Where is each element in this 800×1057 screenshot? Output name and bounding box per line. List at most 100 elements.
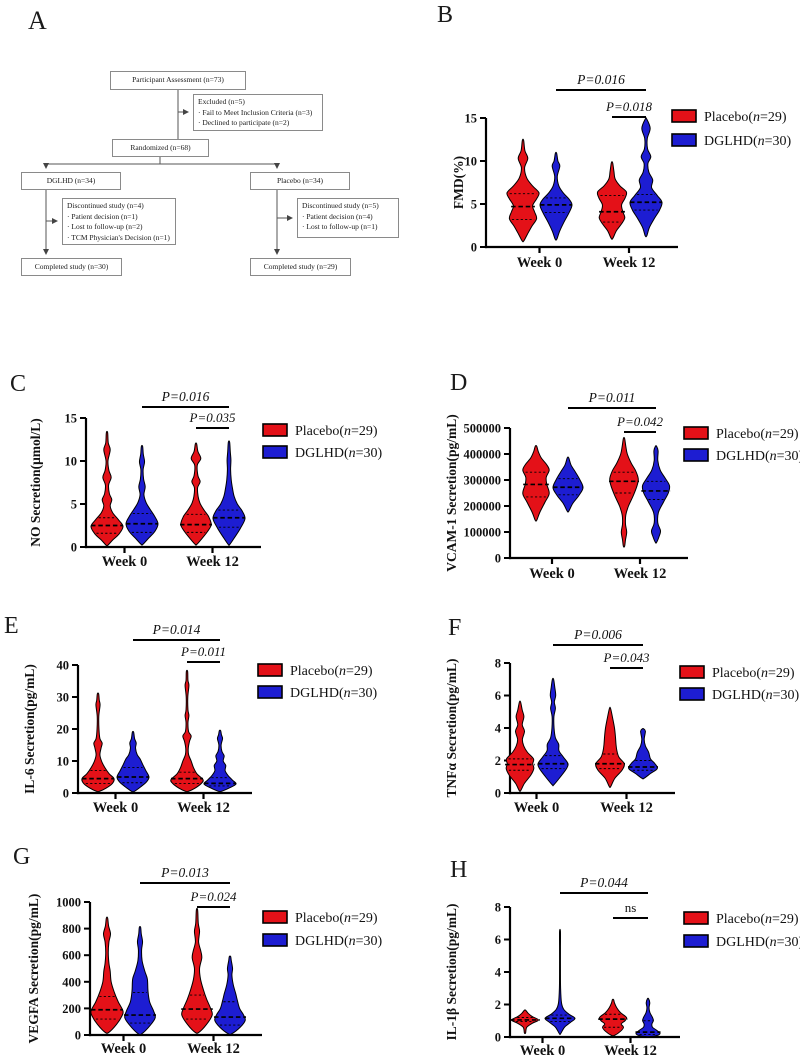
p-value-short: P=0.042	[616, 414, 663, 429]
p-value-short: P=0.043	[603, 650, 650, 665]
violin-placebo-week0	[90, 916, 124, 1034]
y-tick-label: 1000	[56, 896, 81, 910]
p-value-long: P=0.016	[576, 72, 625, 87]
flowchart-text-assessment: Participant Assessment (n=73)	[132, 75, 224, 85]
legend-label: Placebo(n=29)	[290, 664, 373, 679]
violin-plot-svg-G: P=0.013 P=0.024 0 200 400 600 800 1000 Week 0 Wee…	[26, 865, 383, 1057]
panel-letter-e: E	[4, 613, 19, 639]
placebo-legend-swatch	[679, 665, 705, 679]
y-axis-title: VEGFA Secretion(pg/mL)	[26, 894, 41, 1044]
violin-plot-svg-E: P=0.014 P=0.011 0 10 20 30 40 Week 0 Week 12 IL-6…	[22, 622, 378, 816]
y-tick-label: 20	[57, 723, 70, 737]
flowchart-text-dglhd-disc-3: · Lost to follow-up (n=2)	[67, 222, 143, 231]
significance-annotations: P=0.014 P=0.011	[133, 622, 226, 663]
flowchart-box-excluded: Excluded (n=5) · Fail to Meet Inclusion …	[193, 94, 323, 131]
violin-dglhd-week12	[635, 997, 661, 1037]
y-tick-label: 0	[495, 787, 501, 801]
y-axis-title: TNFα Secretion(pg/mL)	[444, 659, 459, 798]
panel-letter-a: A	[28, 6, 47, 35]
y-tick-label: 0	[495, 1031, 501, 1045]
flowchart-box-dglhd: DGLHD (n=34)	[21, 172, 121, 190]
violins	[510, 928, 661, 1037]
violin-dglhd-week12	[629, 117, 663, 238]
consort-flowchart: Participant Assessment (n=73) Excluded (…	[0, 0, 450, 330]
y-tick-label: 4	[495, 722, 502, 736]
legend-label: DGLHD(n=30)	[295, 934, 383, 949]
flowchart-text-placebo-disc-3: · Lost to follow-up (n=1)	[302, 222, 378, 231]
x-category-label: Week 0	[520, 1043, 566, 1057]
dglhd-legend-swatch	[683, 934, 709, 948]
legend: Placebo(n=29) DGLHD(n=30)	[683, 911, 800, 950]
legend-label: DGLHD(n=30)	[290, 686, 378, 701]
significance-annotations: P=0.016 P=0.018	[556, 72, 652, 118]
legend: Placebo(n=29) DGLHD(n=30)	[679, 665, 800, 703]
panel-e-violin-chart: P=0.014 P=0.011 0 10 20 30 40 Week 0 Week 12 IL-6…	[0, 610, 400, 840]
legend-label: Placebo(n=29)	[716, 427, 799, 442]
y-axis-title: NO Secretion(μmol/L)	[28, 418, 43, 547]
p-value-short: ns	[625, 900, 637, 915]
flowchart-box-randomized: Randomized (n=68)	[112, 139, 209, 157]
x-category-label: Week 12	[600, 800, 653, 816]
flowchart-text-excluded-1: Excluded (n=5)	[198, 97, 245, 106]
y-tick-label: 8	[495, 901, 501, 915]
violin-dglhd-week12	[628, 728, 658, 780]
flowchart-text-excluded-3: · Declined to participate (n=2)	[198, 118, 290, 127]
violin-placebo-week0	[81, 692, 115, 793]
flowchart-text-dglhd-disc-4: · TCM Physician's Decision (n=1)	[67, 232, 170, 242]
panel-h-violin-chart: P=0.044 ns 0 2 4 6 8 Week 0 Week 12 IL-1β Secreti…	[400, 845, 800, 1057]
placebo-legend-swatch	[257, 663, 283, 677]
axes: 0 10 20 30 40 Week 0 Week 12 IL-6 Secretion(pg/…	[22, 659, 252, 816]
flowchart-text-dglhd-disc-1: Discontinued study (n=4)	[67, 201, 144, 210]
y-tick-label: 200000	[464, 500, 502, 514]
y-tick-label: 0	[71, 541, 77, 555]
y-tick-label: 6	[495, 933, 501, 947]
legend: Placebo(n=29) DGLHD(n=30)	[262, 423, 383, 461]
flowchart-box-completed-dglhd: Completed study (n=30)	[21, 258, 122, 276]
violin-plot-svg-D: P=0.011 P=0.042 0 100000 200000 300000 400000 5…	[444, 390, 800, 582]
p-value-short: P=0.035	[189, 410, 236, 425]
flowchart-box-placebo-discontinued: Discontinued study (n=5) · Patient decis…	[297, 198, 399, 238]
legend-label: DGLHD(n=30)	[716, 449, 800, 464]
p-value-long: P=0.011	[588, 390, 636, 405]
legend: Placebo(n=29) DGLHD(n=30)	[671, 109, 792, 149]
dglhd-legend-swatch	[679, 687, 705, 701]
significance-annotations: P=0.013 P=0.024	[140, 865, 237, 908]
flowchart-text-dglhd: DGLHD (n=34)	[46, 175, 96, 185]
violin-dglhd-week0	[544, 928, 576, 1036]
y-tick-label: 8	[495, 657, 501, 671]
violin-placebo-week12	[595, 706, 625, 789]
placebo-legend-swatch	[262, 423, 288, 437]
axes: 0 200 400 600 800 1000 Week 0 Week 12 VEGFA Secr…	[26, 894, 262, 1057]
panel-d-violin-chart: P=0.011 P=0.042 0 100000 200000 300000 400000 5…	[400, 375, 800, 590]
y-tick-label: 40	[57, 659, 70, 673]
violin-placebo-week0	[506, 138, 540, 243]
dglhd-legend-swatch	[671, 133, 697, 147]
legend: Placebo(n=29) DGLHD(n=30)	[683, 426, 800, 464]
y-tick-label: 0	[495, 552, 501, 566]
y-tick-label: 2	[495, 754, 501, 768]
legend-label: Placebo(n=29)	[295, 424, 378, 439]
x-category-label: Week 12	[187, 1041, 240, 1057]
axes: 0 2 4 6 8 Week 0 Week 12 TNFα Secretion(pg/mL)	[444, 657, 675, 816]
y-tick-label: 5	[71, 498, 77, 512]
x-category-label: Week 0	[517, 255, 563, 271]
violin-placebo-week12	[170, 669, 204, 793]
panel-letter-b: B	[437, 2, 454, 28]
violin-plot-svg-H: P=0.044 ns 0 2 4 6 8 Week 0 Week 12 IL-1β Secreti…	[444, 875, 800, 1057]
violin-plot-svg-B: P=0.016 P=0.018 0 5 10 15 Week 0 Week 12 FMD(%) P…	[451, 72, 792, 271]
flowchart-connectors	[43, 90, 293, 255]
p-value-short: P=0.018	[605, 99, 652, 114]
flowchart-text-completed-placebo: Completed study (n=29)	[263, 261, 338, 271]
violin-dglhd-week12	[641, 445, 671, 544]
y-tick-label: 2	[495, 998, 501, 1012]
y-axis-title: VCAM-1 Secretion(pg/mL)	[444, 414, 459, 572]
y-tick-label: 10	[65, 455, 78, 469]
legend: Placebo(n=29) DGLHD(n=30)	[262, 910, 383, 949]
legend-label: DGLHD(n=30)	[295, 446, 383, 461]
violin-placebo-week12	[180, 442, 212, 546]
placebo-legend-swatch	[683, 426, 709, 440]
y-axis-title: FMD(%)	[451, 156, 466, 209]
flowchart-text-placebo-disc-1: Discontinued study (n=5)	[302, 201, 379, 210]
flowchart-text-excluded-2: · Fail to Meet Inclusion Criteria (n=3)	[198, 107, 313, 117]
p-value-long: P=0.014	[152, 622, 201, 637]
